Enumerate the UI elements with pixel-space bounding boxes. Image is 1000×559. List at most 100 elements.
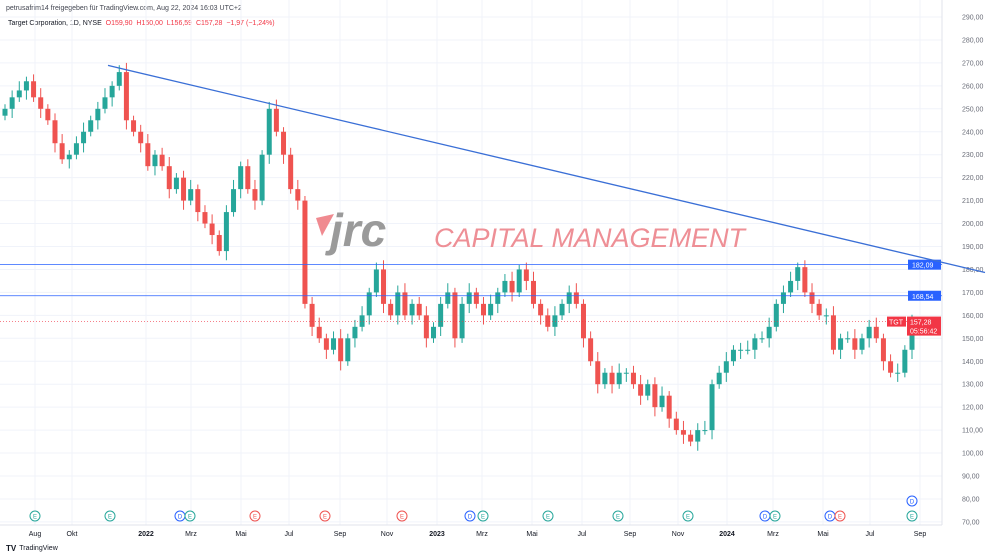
candle-body xyxy=(195,189,201,213)
candle-body xyxy=(181,177,187,201)
event-label: E xyxy=(323,515,327,521)
candle-body xyxy=(259,154,265,201)
candle-body xyxy=(445,292,451,304)
open-value: O159,90 xyxy=(105,20,133,27)
candle-body xyxy=(823,315,829,317)
event-label: D xyxy=(763,515,768,521)
candle-body xyxy=(245,166,251,190)
y-tick-label: 260,00 xyxy=(962,83,984,90)
candle-body xyxy=(338,338,344,362)
candle-body xyxy=(588,338,594,362)
event-label: E xyxy=(253,515,257,521)
candle-body xyxy=(223,212,229,252)
y-tick-label: 120,00 xyxy=(962,405,984,412)
y-tick-label: 90,00 xyxy=(962,474,980,481)
candle-body xyxy=(2,108,8,116)
candle-body xyxy=(680,430,686,435)
candle-body xyxy=(102,97,108,109)
event-label: E xyxy=(33,515,37,521)
candle-body xyxy=(373,269,379,293)
event-label: E xyxy=(773,515,777,521)
candle-body xyxy=(516,269,522,293)
earnings-icon xyxy=(542,510,554,522)
x-tick-label: Jul xyxy=(285,531,294,538)
candle-body xyxy=(409,303,415,316)
tradingview-footer: TV TradingView xyxy=(6,544,58,553)
y-tick-label: 160,00 xyxy=(962,313,984,320)
earnings-icon xyxy=(184,510,196,522)
x-tick-label: Jul xyxy=(866,531,875,538)
event-label: D xyxy=(910,500,915,506)
price-label: 182,09 xyxy=(912,263,934,270)
candle-body xyxy=(38,97,44,109)
x-tick-label: Mai xyxy=(526,531,538,538)
earnings-icon xyxy=(396,510,408,522)
candle-body xyxy=(295,189,301,201)
candle-body xyxy=(123,72,129,121)
x-tick-label: 2023 xyxy=(429,531,445,538)
candle-body xyxy=(138,131,144,144)
y-tick-label: 290,00 xyxy=(962,15,984,22)
price-chart[interactable]: 290,00 280,00 270,00 260,00 250,00 240,00 230,… xyxy=(0,0,1000,540)
y-tick-label: 100,00 xyxy=(962,451,984,458)
shared-by-text: petrusafrim14 freigegeben für TradingVie… xyxy=(6,5,242,12)
candle-body xyxy=(538,303,544,316)
candle-body xyxy=(152,154,158,167)
candle-body xyxy=(323,338,329,350)
candle-body xyxy=(623,372,629,374)
candle-body xyxy=(309,303,315,327)
earnings-icon xyxy=(249,510,261,522)
candle-body xyxy=(602,372,608,385)
candle-body xyxy=(416,303,422,316)
candle-body xyxy=(859,338,865,350)
candle-body xyxy=(845,338,851,340)
event-label: E xyxy=(616,515,620,521)
candle-body xyxy=(502,280,508,293)
candle-body xyxy=(466,292,472,304)
candle-body xyxy=(452,292,458,339)
candle-body xyxy=(716,372,722,385)
y-tick-label: 210,00 xyxy=(962,198,984,205)
candle-body xyxy=(773,303,779,327)
symbol-name[interactable]: Target Corporation, 1D, NYSE xyxy=(8,20,102,27)
candle-body xyxy=(352,326,358,339)
candle-body xyxy=(109,85,115,98)
earnings-icon xyxy=(29,510,41,522)
event-label: D xyxy=(178,515,183,521)
dividend-icon xyxy=(906,495,918,507)
candle-body xyxy=(766,326,772,339)
candle-body xyxy=(423,315,429,339)
candle-body xyxy=(488,303,494,316)
candle-body xyxy=(559,303,565,316)
candle-body xyxy=(895,372,901,374)
x-tick-label: Sep xyxy=(334,531,347,538)
candle-body xyxy=(566,292,572,304)
x-tick-label: Mrz xyxy=(767,531,779,538)
candle-body xyxy=(659,395,665,408)
trendline xyxy=(107,64,986,274)
event-label: E xyxy=(910,515,914,521)
candle-body xyxy=(388,303,394,316)
y-tick-label: 140,00 xyxy=(962,359,984,366)
candle-body xyxy=(509,280,515,293)
candle-body xyxy=(673,418,679,431)
candle-body xyxy=(795,267,801,281)
y-tick-label: 110,00 xyxy=(962,428,983,435)
countdown-label: 05:56:42 xyxy=(910,329,937,336)
change-value: −1,97 (−1,24%) xyxy=(226,20,275,27)
candle-body xyxy=(830,315,836,350)
candle-body xyxy=(695,430,701,442)
high-value: H160,00 xyxy=(136,20,163,27)
candle-body xyxy=(45,108,51,121)
earnings-icon xyxy=(319,510,331,522)
y-tick-label: 220,00 xyxy=(962,175,984,182)
candle-body xyxy=(216,235,222,252)
candle-body xyxy=(316,326,322,339)
tradingview-brand: TradingView xyxy=(19,545,58,552)
candle-body xyxy=(738,349,744,351)
candle-body xyxy=(66,154,72,160)
y-tick-label: 190,00 xyxy=(962,244,984,251)
candle-body xyxy=(31,81,37,98)
candle-body xyxy=(638,384,644,396)
candle-body xyxy=(788,280,794,293)
